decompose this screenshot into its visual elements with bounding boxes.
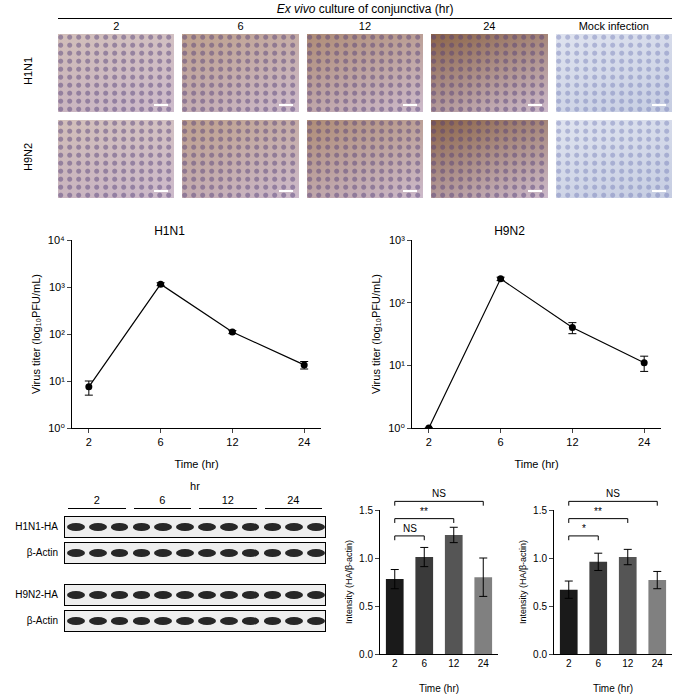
html-text:2: 2	[93, 494, 100, 506]
html-text:24: 24	[287, 494, 300, 506]
svg-text:**: **	[594, 506, 602, 517]
svg-text:Time (hr): Time (hr)	[419, 683, 459, 694]
svg-text:1.5: 1.5	[533, 505, 547, 516]
svg-text:10³: 10³	[49, 281, 65, 293]
html-text:H1N1: H1N1	[22, 56, 34, 86]
html-text:Mock infection: Mock infection	[578, 20, 649, 32]
html-text:H9N2-HA: H9N2-HA	[15, 589, 58, 600]
svg-text:0.0: 0.0	[359, 649, 373, 660]
html-text:β-Actin: β-Actin	[26, 615, 58, 626]
svg-text:10⁰: 10⁰	[48, 422, 65, 434]
html-text:6: 6	[237, 20, 244, 32]
svg-text:NS: NS	[432, 488, 446, 499]
html-text:2: 2	[113, 20, 120, 32]
svg-text:12: 12	[566, 436, 578, 448]
svg-text:Intensity (HA/β-actin): Intensity (HA/β-actin)	[518, 540, 528, 624]
html-text:24: 24	[483, 20, 496, 32]
svg-text:NS: NS	[606, 488, 620, 499]
svg-text:24: 24	[298, 436, 310, 448]
svg-text:Time (hr): Time (hr)	[174, 458, 218, 470]
svg-text:1.5: 1.5	[359, 505, 373, 516]
svg-text:12: 12	[622, 658, 634, 669]
html-text:12: 12	[358, 20, 372, 32]
svg-text:1.0: 1.0	[359, 553, 373, 564]
svg-text:0.5: 0.5	[359, 601, 373, 612]
svg-text:6: 6	[158, 436, 164, 448]
svg-text:2: 2	[566, 658, 572, 669]
html-text:12: 12	[221, 494, 234, 506]
svg-text:Virus titer (log₁₀PFU/mL): Virus titer (log₁₀PFU/mL)	[370, 274, 382, 394]
svg-text:2: 2	[392, 658, 398, 669]
svg-text:Virus titer (log₁₀PFU/mL): Virus titer (log₁₀PFU/mL)	[30, 274, 42, 394]
svg-text:6: 6	[498, 436, 504, 448]
svg-text:10²: 10²	[389, 297, 405, 309]
svg-text:H1N1: H1N1	[154, 224, 185, 238]
svg-text:H9N2: H9N2	[494, 224, 525, 238]
svg-text:24: 24	[478, 658, 490, 669]
html-text:hr: hr	[190, 480, 200, 492]
html-text:6: 6	[159, 494, 166, 506]
svg-text:NS: NS	[403, 523, 417, 534]
svg-text:*: *	[582, 523, 586, 534]
html-text:Ex vivo culture of conjunctiva: Ex vivo culture of conjunctiva (hr)	[276, 2, 454, 16]
svg-text:Time (hr): Time (hr)	[514, 458, 558, 470]
html-text:H9N2: H9N2	[22, 142, 34, 172]
svg-text:2: 2	[86, 436, 92, 448]
svg-text:12: 12	[226, 436, 238, 448]
svg-text:2: 2	[426, 436, 432, 448]
svg-text:10²: 10²	[49, 328, 65, 340]
svg-text:10¹: 10¹	[389, 359, 405, 371]
svg-text:24: 24	[652, 658, 664, 669]
svg-text:6: 6	[421, 658, 427, 669]
svg-text:1.0: 1.0	[533, 553, 547, 564]
svg-text:0.0: 0.0	[533, 649, 547, 660]
svg-text:Intensity (HA/β-actin): Intensity (HA/β-actin)	[344, 540, 354, 624]
html-text:H1N1-HA: H1N1-HA	[15, 521, 58, 532]
html-text:β-Actin: β-Actin	[26, 547, 58, 558]
svg-text:10⁴: 10⁴	[48, 234, 65, 246]
svg-text:10¹: 10¹	[49, 375, 65, 387]
svg-text:**: **	[420, 506, 428, 517]
svg-text:10⁰: 10⁰	[388, 422, 405, 434]
svg-text:Time (hr): Time (hr)	[593, 683, 633, 694]
svg-text:10³: 10³	[389, 234, 405, 246]
svg-text:6: 6	[595, 658, 601, 669]
svg-text:24: 24	[638, 436, 650, 448]
svg-text:0.5: 0.5	[533, 601, 547, 612]
svg-text:12: 12	[448, 658, 460, 669]
